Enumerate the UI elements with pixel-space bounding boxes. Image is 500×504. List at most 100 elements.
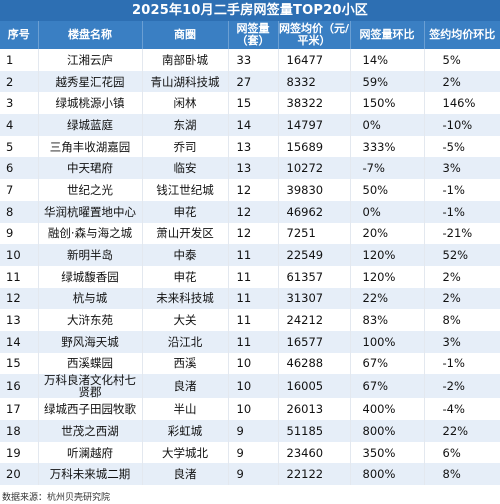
header-volume: 网签量（套） — [228, 21, 279, 49]
cell-price: 22549 — [278, 244, 351, 266]
cell-rank: 18 — [0, 420, 39, 442]
cell-rank: 17 — [0, 398, 39, 420]
cell-rank: 11 — [0, 265, 39, 288]
cell-volume: 9 — [228, 420, 279, 442]
table-row: 2 越秀星汇花园 青山湖科技城 27 8332 59% 2% — [0, 70, 500, 93]
cell-price: 61357 — [278, 265, 351, 288]
cell-rank: 15 — [0, 352, 39, 375]
cell-price-mom: -21% — [424, 222, 500, 245]
cell-volume: 9 — [228, 463, 279, 486]
cell-volume: 13 — [228, 135, 279, 158]
cell-name: 绿城蓝庭 — [38, 114, 143, 136]
cell-rank: 3 — [0, 92, 39, 115]
cell-volume: 12 — [228, 200, 279, 223]
cell-volume-mom: 100% — [350, 330, 425, 353]
header-row: 序号 楼盘名称 商圈 网签量（套） 网签均价（元/平米） 网签量环比 签约均价环… — [0, 21, 500, 49]
cell-price: 7251 — [278, 222, 351, 245]
table-row: 20 万科未来城二期 良渚 9 22122 800% 8% — [0, 463, 500, 486]
cell-area: 大学城北 — [142, 441, 229, 464]
cell-volume-mom: 14% — [350, 49, 425, 71]
cell-rank: 7 — [0, 179, 39, 201]
cell-price-mom: -1% — [424, 179, 500, 201]
cell-volume: 12 — [228, 179, 279, 201]
cell-price-mom: -1% — [424, 200, 500, 223]
header-rank: 序号 — [0, 21, 39, 49]
cell-rank: 4 — [0, 114, 39, 136]
table-row: 1 江湘云庐 南部卧城 33 16477 14% 5% — [0, 49, 500, 71]
table-row: 8 华润杭曜置地中心 申花 12 46962 0% -1% — [0, 200, 500, 223]
cell-area: 中泰 — [142, 244, 229, 266]
cell-volume: 11 — [228, 244, 279, 266]
table-row: 12 杭与城 未来科技城 11 31307 22% 2% — [0, 287, 500, 310]
cell-name: 大浒东苑 — [38, 309, 143, 331]
table-title: 2025年10月二手房网签量TOP20小区 — [0, 0, 500, 21]
cell-volume: 12 — [228, 222, 279, 245]
cell-volume-mom: 120% — [350, 265, 425, 288]
cell-rank: 8 — [0, 200, 39, 223]
cell-price: 23460 — [278, 441, 351, 464]
table-row: 18 世茂之西湖 彩虹城 9 51185 800% 22% — [0, 420, 500, 442]
cell-name: 越秀星汇花园 — [38, 70, 143, 93]
cell-name: 华润杭曜置地中心 — [38, 200, 143, 223]
cell-area: 半山 — [142, 398, 229, 420]
cell-rank: 19 — [0, 441, 39, 464]
cell-name: 听澜越府 — [38, 441, 143, 464]
cell-area: 良渚 — [142, 374, 229, 399]
cell-volume-mom: 50% — [350, 179, 425, 201]
cell-area: 南部卧城 — [142, 49, 229, 71]
cell-area: 钱江世纪城 — [142, 179, 229, 201]
cell-rank: 2 — [0, 70, 39, 93]
cell-volume-mom: 59% — [350, 70, 425, 93]
cell-price: 38322 — [278, 92, 351, 115]
cell-volume: 11 — [228, 287, 279, 310]
cell-name: 世茂之西湖 — [38, 420, 143, 442]
table-row: 11 绿城馥香园 申花 11 61357 120% 2% — [0, 265, 500, 288]
table-row: 6 中天珺府 临安 13 10272 -7% 3% — [0, 157, 500, 180]
cell-area: 良渚 — [142, 463, 229, 486]
cell-volume-mom: 83% — [350, 309, 425, 331]
cell-price: 8332 — [278, 70, 351, 93]
table-row: 17 绿城西子田园牧歌 半山 10 26013 400% -4% — [0, 398, 500, 420]
table-row: 16 万科良渚文化村七贤郡 良渚 10 16005 67% -2% — [0, 374, 500, 399]
cell-rank: 10 — [0, 244, 39, 266]
cell-volume: 9 — [228, 441, 279, 464]
cell-volume: 11 — [228, 265, 279, 288]
cell-rank: 9 — [0, 222, 39, 245]
cell-price: 46962 — [278, 200, 351, 223]
cell-price-mom: 2% — [424, 265, 500, 288]
cell-area: 乔司 — [142, 135, 229, 158]
cell-volume-mom: 333% — [350, 135, 425, 158]
cell-price-mom: -1% — [424, 352, 500, 375]
cell-price-mom: 2% — [424, 70, 500, 93]
header-area: 商圈 — [142, 21, 229, 49]
table-row: 4 绿城蓝庭 东湖 14 14797 0% -10% — [0, 114, 500, 136]
header-volume-mom: 网签量环比 — [350, 21, 425, 49]
cell-name: 绿城馥香园 — [38, 265, 143, 288]
cell-price-mom: 3% — [424, 157, 500, 180]
cell-price: 14797 — [278, 114, 351, 136]
cell-volume: 10 — [228, 398, 279, 420]
cell-rank: 14 — [0, 330, 39, 353]
cell-name: 融创·森与海之城 — [38, 222, 143, 245]
cell-volume-mom: 0% — [350, 114, 425, 136]
cell-volume: 11 — [228, 330, 279, 353]
cell-area: 申花 — [142, 200, 229, 223]
cell-volume-mom: 20% — [350, 222, 425, 245]
cell-name: 万科未来城二期 — [38, 463, 143, 486]
cell-price-mom: 146% — [424, 92, 500, 115]
table-row: 13 大浒东苑 大关 11 24212 83% 8% — [0, 309, 500, 331]
cell-name: 野风海天城 — [38, 330, 143, 353]
cell-volume-mom: 67% — [350, 374, 425, 399]
data-source-note: 数据来源：杭州贝壳研究院 — [2, 493, 111, 503]
cell-volume-mom: -7% — [350, 157, 425, 180]
cell-area: 申花 — [142, 265, 229, 288]
cell-volume-mom: 800% — [350, 420, 425, 442]
cell-price: 22122 — [278, 463, 351, 486]
cell-rank: 16 — [0, 374, 39, 399]
cell-price: 16577 — [278, 330, 351, 353]
cell-rank: 6 — [0, 157, 39, 180]
cell-volume-mom: 0% — [350, 200, 425, 223]
cell-price-mom: 2% — [424, 287, 500, 310]
cell-price-mom: 8% — [424, 309, 500, 331]
cell-price-mom: -4% — [424, 398, 500, 420]
